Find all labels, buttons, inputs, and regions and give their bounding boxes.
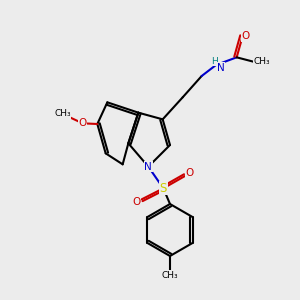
Text: N: N [145,162,152,172]
Text: CH₃: CH₃ [162,271,178,280]
Text: CH₃: CH₃ [253,57,270,66]
Text: CH₃: CH₃ [54,110,71,118]
Text: O: O [242,31,250,41]
Text: O: O [186,168,194,178]
Text: H: H [211,56,218,65]
Text: S: S [160,182,167,195]
Text: O: O [79,118,87,128]
Text: O: O [133,197,141,207]
Text: N: N [217,63,225,73]
